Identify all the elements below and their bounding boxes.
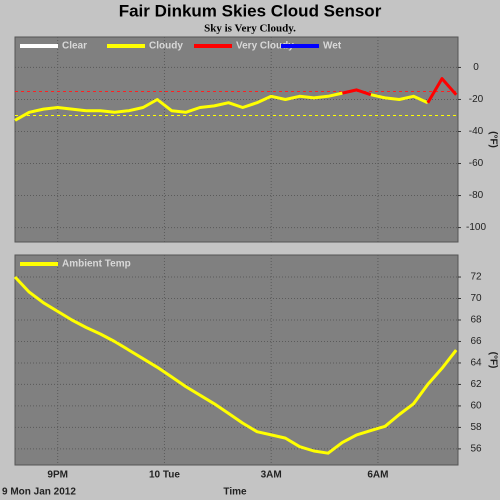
y-tick-label: 0: [473, 62, 479, 73]
y-axis-label: (°F): [487, 352, 498, 369]
legend-label: Ambient Temp: [62, 259, 131, 270]
y-tick-label: 68: [470, 315, 482, 326]
y-tick-label: 70: [470, 293, 482, 304]
y-tick-label: 64: [470, 358, 482, 369]
y-tick-label: -60: [469, 158, 484, 169]
legend-label: Very Cloudy: [236, 41, 294, 52]
plot-area: [14, 254, 459, 466]
series-line: [13, 275, 458, 455]
legend-label: Cloudy: [149, 41, 183, 52]
series-line: [342, 77, 458, 104]
date-label: 9 Mon Jan 2012: [2, 487, 76, 498]
x-tick-label: 10 Tue: [149, 470, 180, 481]
legend-label: Clear: [62, 41, 87, 52]
x-tick-label: 6AM: [367, 470, 388, 481]
x-tick-label: 3AM: [261, 470, 282, 481]
y-tick-label: -100: [466, 222, 486, 233]
y-tick-label: -80: [469, 190, 484, 201]
plot-area: [14, 36, 459, 243]
y-tick-label: -20: [469, 94, 484, 105]
y-tick-label: 66: [470, 336, 482, 347]
series-line: [14, 91, 429, 122]
chart-title: Fair Dinkum Skies Cloud Sensor: [119, 1, 382, 20]
y-tick-label: -40: [469, 126, 484, 137]
y-tick-label: 56: [470, 444, 482, 455]
y-tick-label: 58: [470, 422, 482, 433]
y-axis-label: (°F): [487, 131, 498, 148]
y-tick-label: 72: [470, 272, 482, 283]
y-tick-label: 60: [470, 401, 482, 412]
y-tick-label: 62: [470, 379, 482, 390]
x-axis-label: Time: [223, 487, 247, 498]
x-tick-label: 9PM: [47, 470, 68, 481]
legend-label: Wet: [323, 41, 342, 52]
chart-subtitle: Sky is Very Cloudy.: [204, 23, 296, 35]
